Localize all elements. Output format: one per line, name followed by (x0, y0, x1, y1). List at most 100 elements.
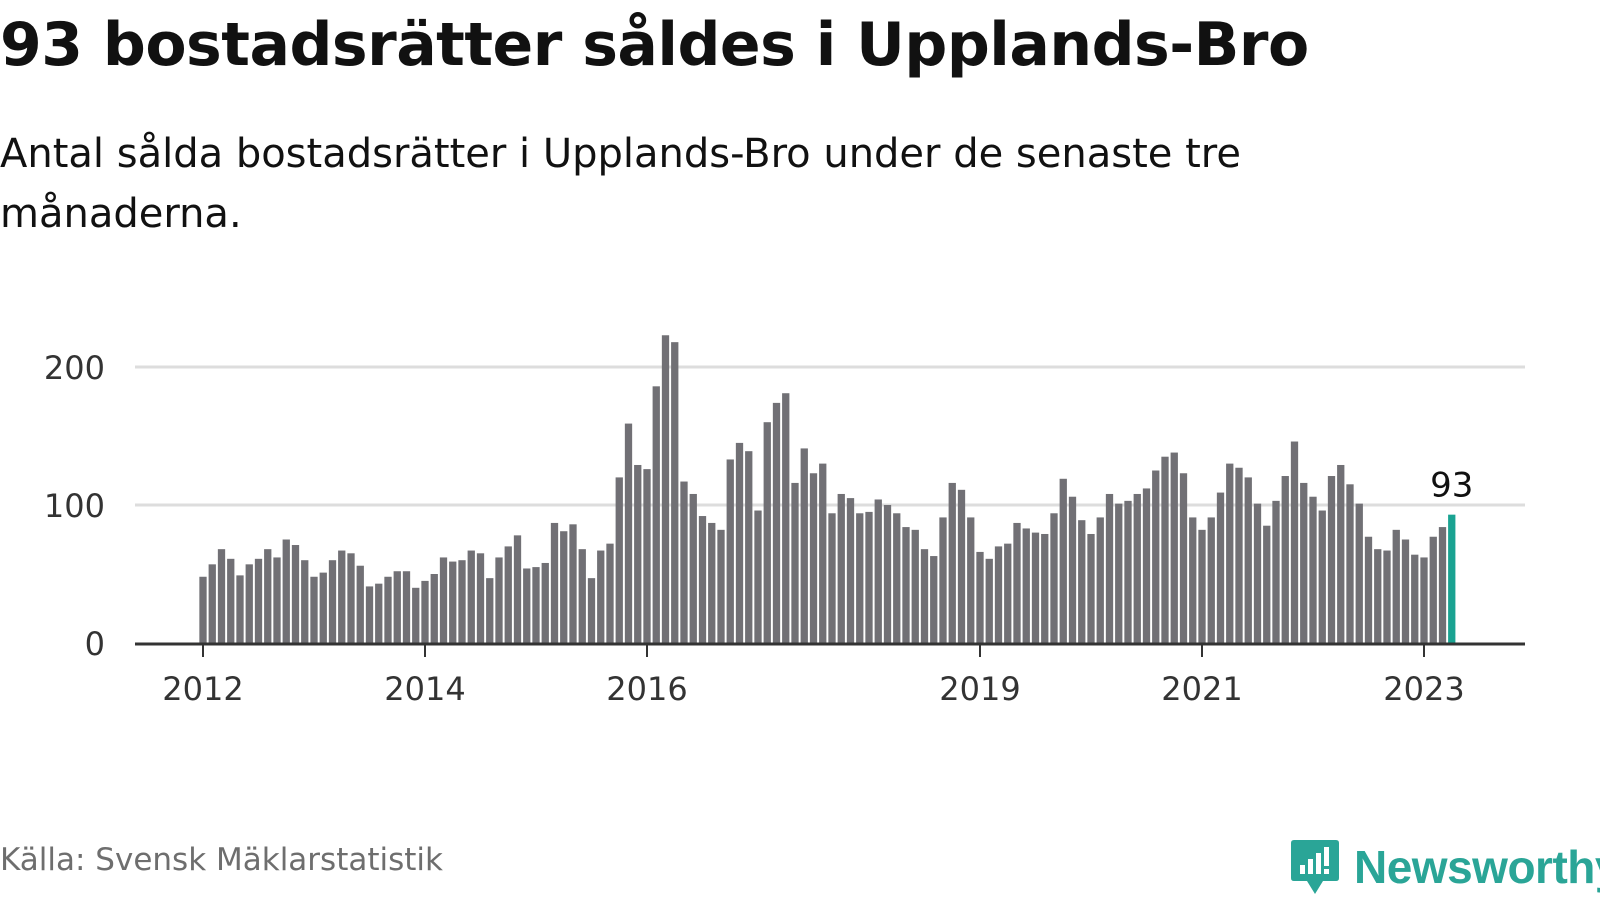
bar (948, 482, 956, 643)
bar (1096, 517, 1104, 643)
bar (1004, 543, 1012, 643)
bar (1411, 554, 1419, 643)
bar (606, 543, 614, 643)
highlight-value-label: 93 (1430, 466, 1473, 506)
bar (375, 583, 383, 643)
bar (402, 571, 411, 643)
bar (994, 546, 1003, 643)
bar (698, 516, 707, 643)
bar (541, 562, 549, 643)
bar (264, 549, 272, 643)
bar (449, 561, 457, 643)
bar (1420, 557, 1428, 643)
bar (1207, 517, 1215, 643)
bar (1152, 470, 1160, 643)
bar (532, 567, 540, 643)
newsworthy-logo-icon (1291, 840, 1339, 894)
y-axis-labels: 0 100 200 (44, 349, 105, 663)
x-tick-label: 2014 (384, 670, 465, 708)
bar (856, 513, 864, 643)
bar (1253, 503, 1262, 643)
bar (939, 517, 947, 643)
bar (356, 565, 364, 643)
bar (883, 505, 892, 643)
bar (865, 511, 873, 643)
bar (1290, 441, 1299, 643)
bar (1059, 478, 1067, 643)
bar (791, 482, 799, 643)
bar (245, 564, 253, 643)
bar (578, 549, 586, 643)
bar (282, 539, 290, 643)
bar (976, 551, 984, 643)
bar (458, 560, 466, 643)
bar (809, 473, 818, 643)
bar (1133, 493, 1141, 643)
x-tick-label: 2012 (162, 670, 243, 708)
bar (1263, 525, 1271, 643)
bar (1050, 513, 1058, 643)
bar (615, 477, 623, 643)
bar (1078, 520, 1086, 643)
bar (911, 529, 919, 643)
brand-logo[interactable]: Newsworthy (1290, 838, 1600, 896)
bar (902, 527, 910, 643)
bar (985, 558, 993, 643)
bar (1392, 529, 1400, 643)
bar (772, 402, 781, 643)
bar (1105, 493, 1114, 643)
bar (208, 564, 216, 643)
bar (726, 459, 734, 643)
bar (1179, 473, 1188, 643)
bar (819, 463, 827, 643)
bar (1244, 477, 1252, 643)
bar (1115, 503, 1123, 643)
bar (1346, 484, 1354, 643)
bar (550, 522, 559, 643)
bar (837, 493, 845, 643)
bar (967, 517, 975, 643)
bar (467, 550, 475, 643)
bar (1068, 496, 1077, 643)
bar (439, 557, 448, 643)
bar (495, 557, 503, 643)
bar (560, 531, 568, 643)
bar (680, 481, 688, 643)
bar (523, 568, 531, 643)
bar (1142, 488, 1151, 643)
bar (1124, 500, 1132, 643)
brand-name: Newsworthy (1354, 841, 1600, 893)
bar (634, 464, 642, 643)
bar (236, 575, 244, 643)
y-tick-label: 200 (44, 349, 105, 387)
bar (1401, 539, 1410, 643)
bar (384, 576, 392, 643)
bar (1226, 463, 1234, 643)
bar (1309, 496, 1317, 643)
x-tick-label: 2016 (606, 670, 687, 708)
bar (920, 549, 929, 643)
bar (1087, 533, 1095, 643)
bar (652, 386, 660, 643)
bar (708, 522, 716, 643)
bar (365, 586, 374, 643)
bar (393, 571, 401, 643)
bar (1364, 536, 1373, 643)
bar (1327, 476, 1336, 643)
bar (1216, 492, 1225, 643)
bar (597, 550, 605, 643)
bar (430, 574, 438, 643)
bar (1429, 536, 1437, 643)
bar (412, 587, 420, 643)
bar (717, 529, 725, 643)
y-tick-label: 0 (85, 625, 105, 663)
bar (1189, 517, 1197, 643)
bar (828, 513, 836, 643)
bar (1198, 529, 1206, 643)
bar (1438, 527, 1447, 643)
bar (1318, 510, 1326, 643)
bar (800, 448, 808, 643)
bar (199, 576, 207, 643)
bar (310, 576, 318, 643)
